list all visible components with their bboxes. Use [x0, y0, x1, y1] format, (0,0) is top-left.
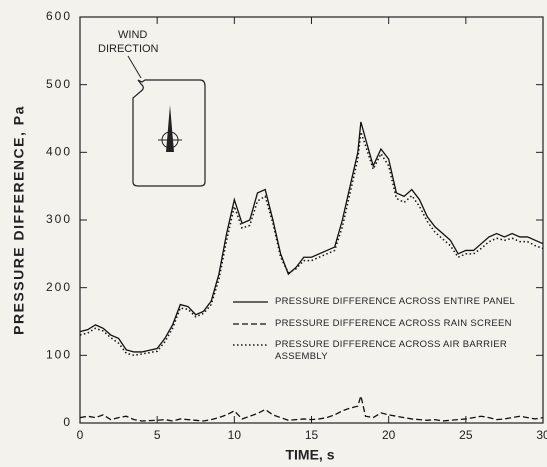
x-tick-label: 25	[459, 428, 473, 442]
x-tick-label: 5	[154, 428, 161, 442]
y-tick-label: 0	[63, 415, 72, 429]
legend-label: PRESSURE DIFFERENCE ACROSS ENTIRE PANEL	[275, 296, 516, 307]
y-tick-label: 600	[46, 9, 72, 23]
annotation: WIND	[118, 29, 147, 41]
x-tick-label: 10	[228, 428, 242, 442]
legend-label: PRESSURE DIFFERENCE ACROSS AIR BARRIER A…	[275, 339, 508, 362]
data-line	[79, 131, 544, 357]
x-axis-label: TIME, s	[285, 447, 334, 463]
data-line	[79, 393, 544, 422]
x-tick-label: 15	[305, 428, 319, 442]
y-tick-label: 400	[46, 145, 72, 159]
x-tick-label: 20	[382, 428, 396, 442]
legend-label: PRESSURE DIFFERENCE ACROSS RAIN SCREEN	[275, 318, 512, 329]
y-axis-label: PRESSURE DIFFERENCE, Pa	[11, 105, 27, 335]
x-tick-label: 0	[77, 428, 84, 442]
building-plan	[132, 79, 206, 187]
annotation: DIRECTION	[98, 43, 159, 55]
y-tick-label: 300	[46, 212, 72, 226]
wind-arrow	[166, 105, 174, 152]
annotation-arrow	[127, 55, 142, 79]
data-line	[79, 121, 544, 353]
y-tick-label: 200	[46, 280, 72, 294]
y-tick-label: 500	[46, 77, 72, 91]
x-tick-label: 30	[536, 428, 547, 442]
y-tick-label: 100	[46, 348, 72, 362]
